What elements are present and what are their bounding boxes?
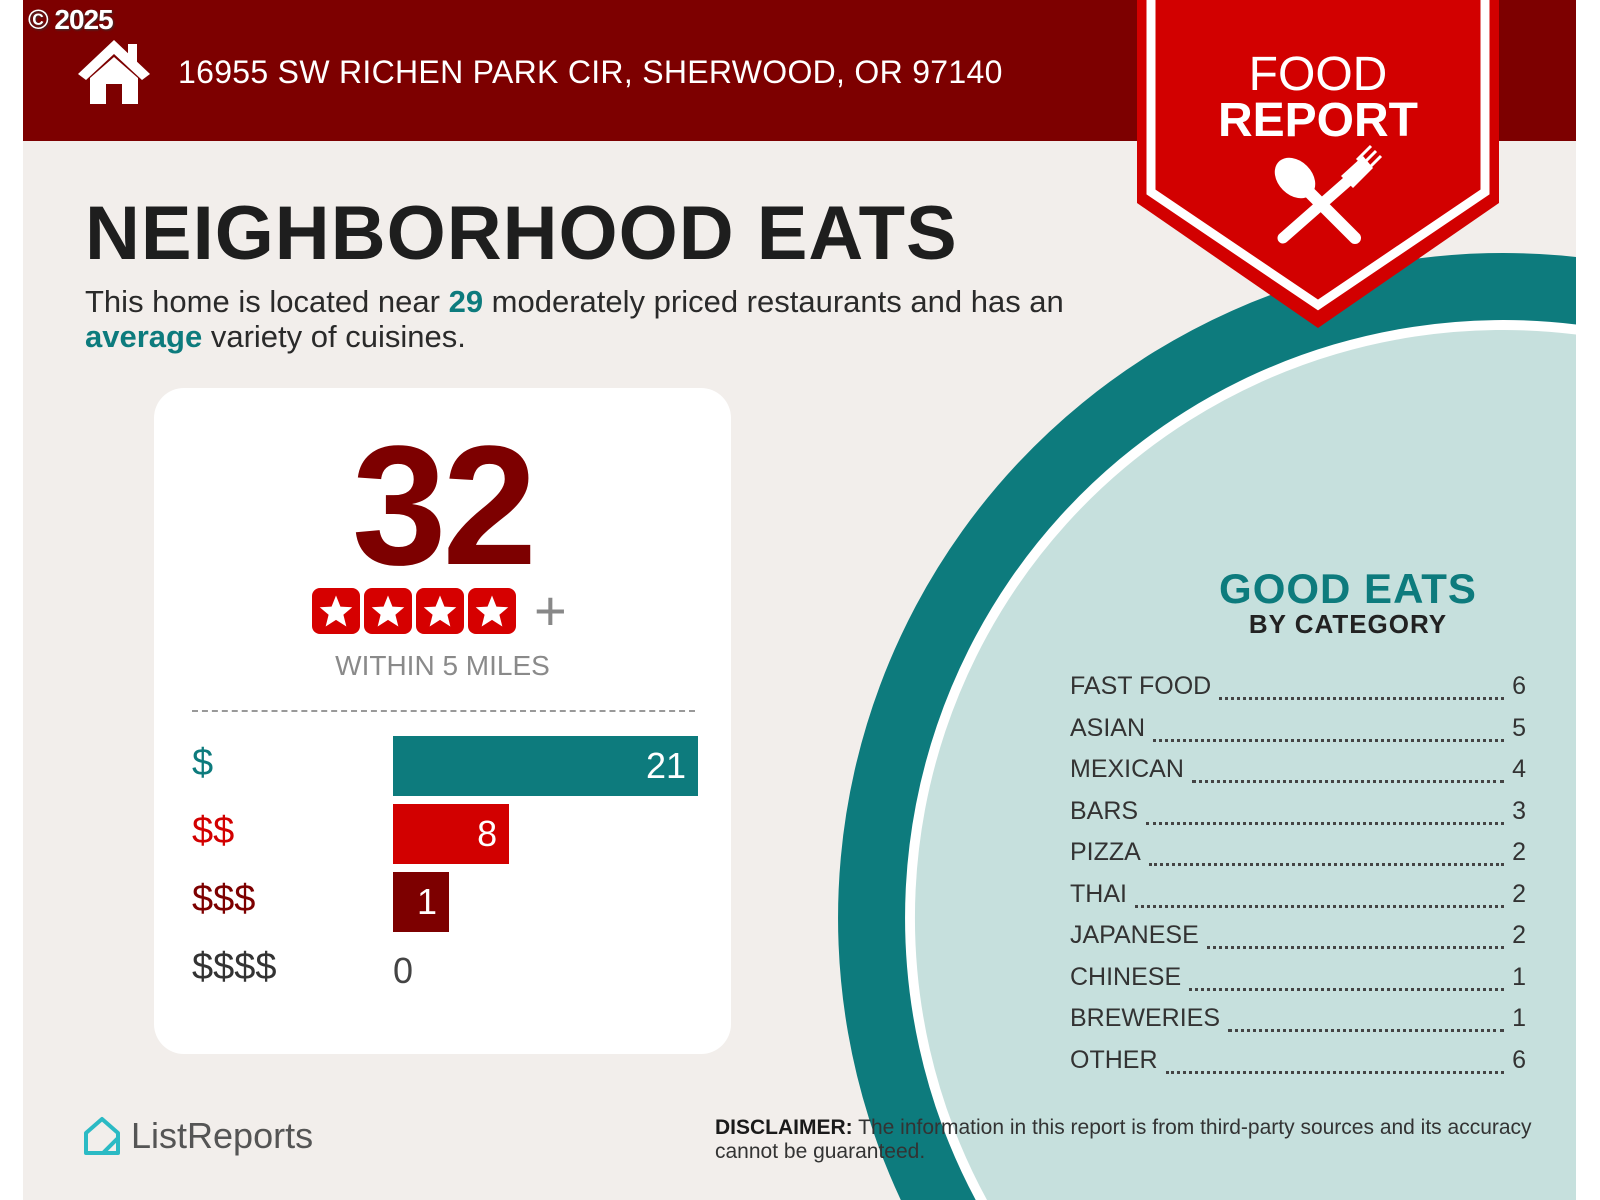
good-eats-subtitle: BY CATEGORY <box>1248 609 1448 639</box>
food-report: © 2025 16955 SW RICHEN PARK CIR, SHERWOO… <box>23 0 1576 1200</box>
star-icon <box>468 588 516 634</box>
header-bar: © 2025 16955 SW RICHEN PARK CIR, SHERWOO… <box>23 0 1576 141</box>
category-name: THAI <box>1070 879 1127 908</box>
dot-leader <box>1189 987 1505 991</box>
dot-leader <box>1146 821 1505 825</box>
logo-text: ListReports <box>131 1115 314 1156</box>
category-name: BARS <box>1070 796 1139 825</box>
category-item: BARS 3 <box>1070 797 1526 839</box>
good-eats-heading: GOOD EATS BY CATEGORY <box>1163 565 1533 640</box>
summary-card: 32 + WITHIN 5 MILES $21 $$ 8 $$$ 1 $$$$ 0 <box>154 388 731 1054</box>
price-tier-bar: 8 <box>393 804 510 864</box>
star-icon <box>364 588 412 634</box>
category-item: BREWERIES 1 <box>1070 1004 1526 1046</box>
food-report-banner: FOOD REPORT <box>1137 0 1499 328</box>
plus-sign: + <box>534 579 567 642</box>
category-name: OTHER <box>1070 1045 1158 1074</box>
intro-part: moderately priced restaurants and has an <box>483 284 1064 319</box>
category-count: 5 <box>1512 713 1526 742</box>
category-count: 1 <box>1512 962 1526 991</box>
decorative-circle <box>838 253 1576 1200</box>
banner-line1: FOOD <box>1249 48 1388 101</box>
dot-leader <box>1148 863 1505 867</box>
category-count: 4 <box>1512 755 1526 783</box>
copyright: © 2025 <box>28 4 114 35</box>
intro-part: variety of cuisines. <box>202 319 466 354</box>
total-restaurants: 32 <box>351 411 537 601</box>
intro-part: This home is located near <box>85 284 449 319</box>
spoon-fork-icon <box>1274 144 1383 244</box>
price-tier-row: $$$ 1 <box>192 872 712 932</box>
category-count: 1 <box>1512 1004 1526 1032</box>
disclaimer-text: The information in this report is from t… <box>715 1116 1532 1163</box>
category-item: CHINESE 1 <box>1070 963 1526 1005</box>
radius-label: WITHIN 5 MILES <box>335 650 550 681</box>
disclaimer: DISCLAIMER: The information in this repo… <box>715 1116 1535 1164</box>
category-name: BREWERIES <box>1070 1004 1221 1032</box>
dot-leader <box>1165 1070 1505 1074</box>
intro-text: This home is located near 29 moderately … <box>85 284 1105 354</box>
category-list: FAST FOOD 6 ASIAN 5 MEXICAN 4 BARS 3 PIZZA 2 THAI 2… <box>1070 672 1526 1087</box>
category-name: CHINESE <box>1070 962 1182 991</box>
category-name: MEXICAN <box>1070 755 1184 783</box>
dot-leader <box>1191 780 1505 784</box>
category-name: ASIAN <box>1070 713 1146 742</box>
price-tier-label: $$$$ <box>192 946 277 988</box>
listreports-logo-icon <box>84 1117 120 1155</box>
good-eats-title: GOOD EATS <box>1219 565 1477 612</box>
category-item: JAPANESE 2 <box>1070 921 1526 963</box>
page-title: NEIGHBORHOOD EATS <box>85 191 958 276</box>
listreports-logo: ListReports <box>83 1115 313 1157</box>
category-item: OTHER 6 <box>1070 1046 1526 1088</box>
price-tier-row: $21 <box>192 736 712 796</box>
category-item: PIZZA 2 <box>1070 838 1526 880</box>
house-icon <box>78 40 150 104</box>
category-count: 6 <box>1512 1045 1526 1074</box>
price-tier-label: $ <box>192 742 214 784</box>
price-tier-row: $$$$ 0 <box>192 940 712 1000</box>
category-count: 2 <box>1512 838 1526 866</box>
category-name: JAPANESE <box>1070 921 1199 949</box>
category-item: ASIAN 5 <box>1070 714 1526 756</box>
property-address: 16955 SW RICHEN PARK CIR, SHERWOOD, OR 9… <box>178 54 1003 90</box>
category-item: THAI 2 <box>1070 880 1526 922</box>
dot-leader <box>1206 946 1505 950</box>
category-count: 2 <box>1512 921 1526 949</box>
dot-leader <box>1153 738 1505 742</box>
star-icon <box>416 588 464 634</box>
category-item: FAST FOOD 6 <box>1070 672 1526 714</box>
price-tier-value: 0 <box>393 950 414 991</box>
dot-leader <box>1219 697 1505 701</box>
star-rating: + <box>312 579 567 642</box>
dot-leader <box>1134 904 1505 908</box>
disclaimer-label: DISCLAIMER: <box>715 1116 853 1139</box>
category-count: 3 <box>1512 796 1526 825</box>
price-tier-label: $$$ <box>192 878 256 920</box>
category-name: FAST FOOD <box>1070 672 1212 700</box>
category-item: MEXICAN 4 <box>1070 755 1526 797</box>
price-tier-bar: 21 <box>393 736 698 796</box>
banner-line2: REPORT <box>1218 94 1418 147</box>
divider <box>192 710 695 712</box>
category-count: 6 <box>1512 672 1526 700</box>
price-tier-bar: 1 <box>393 872 449 932</box>
dot-leader <box>1228 1029 1505 1033</box>
category-name: PIZZA <box>1070 838 1141 866</box>
variety-level: average <box>85 319 203 354</box>
price-tier-row: $$ 8 <box>192 804 712 864</box>
restaurant-count: 29 <box>448 284 484 319</box>
star-icon <box>312 588 360 634</box>
category-count: 2 <box>1512 879 1526 908</box>
price-tier-label: $$ <box>192 810 235 852</box>
